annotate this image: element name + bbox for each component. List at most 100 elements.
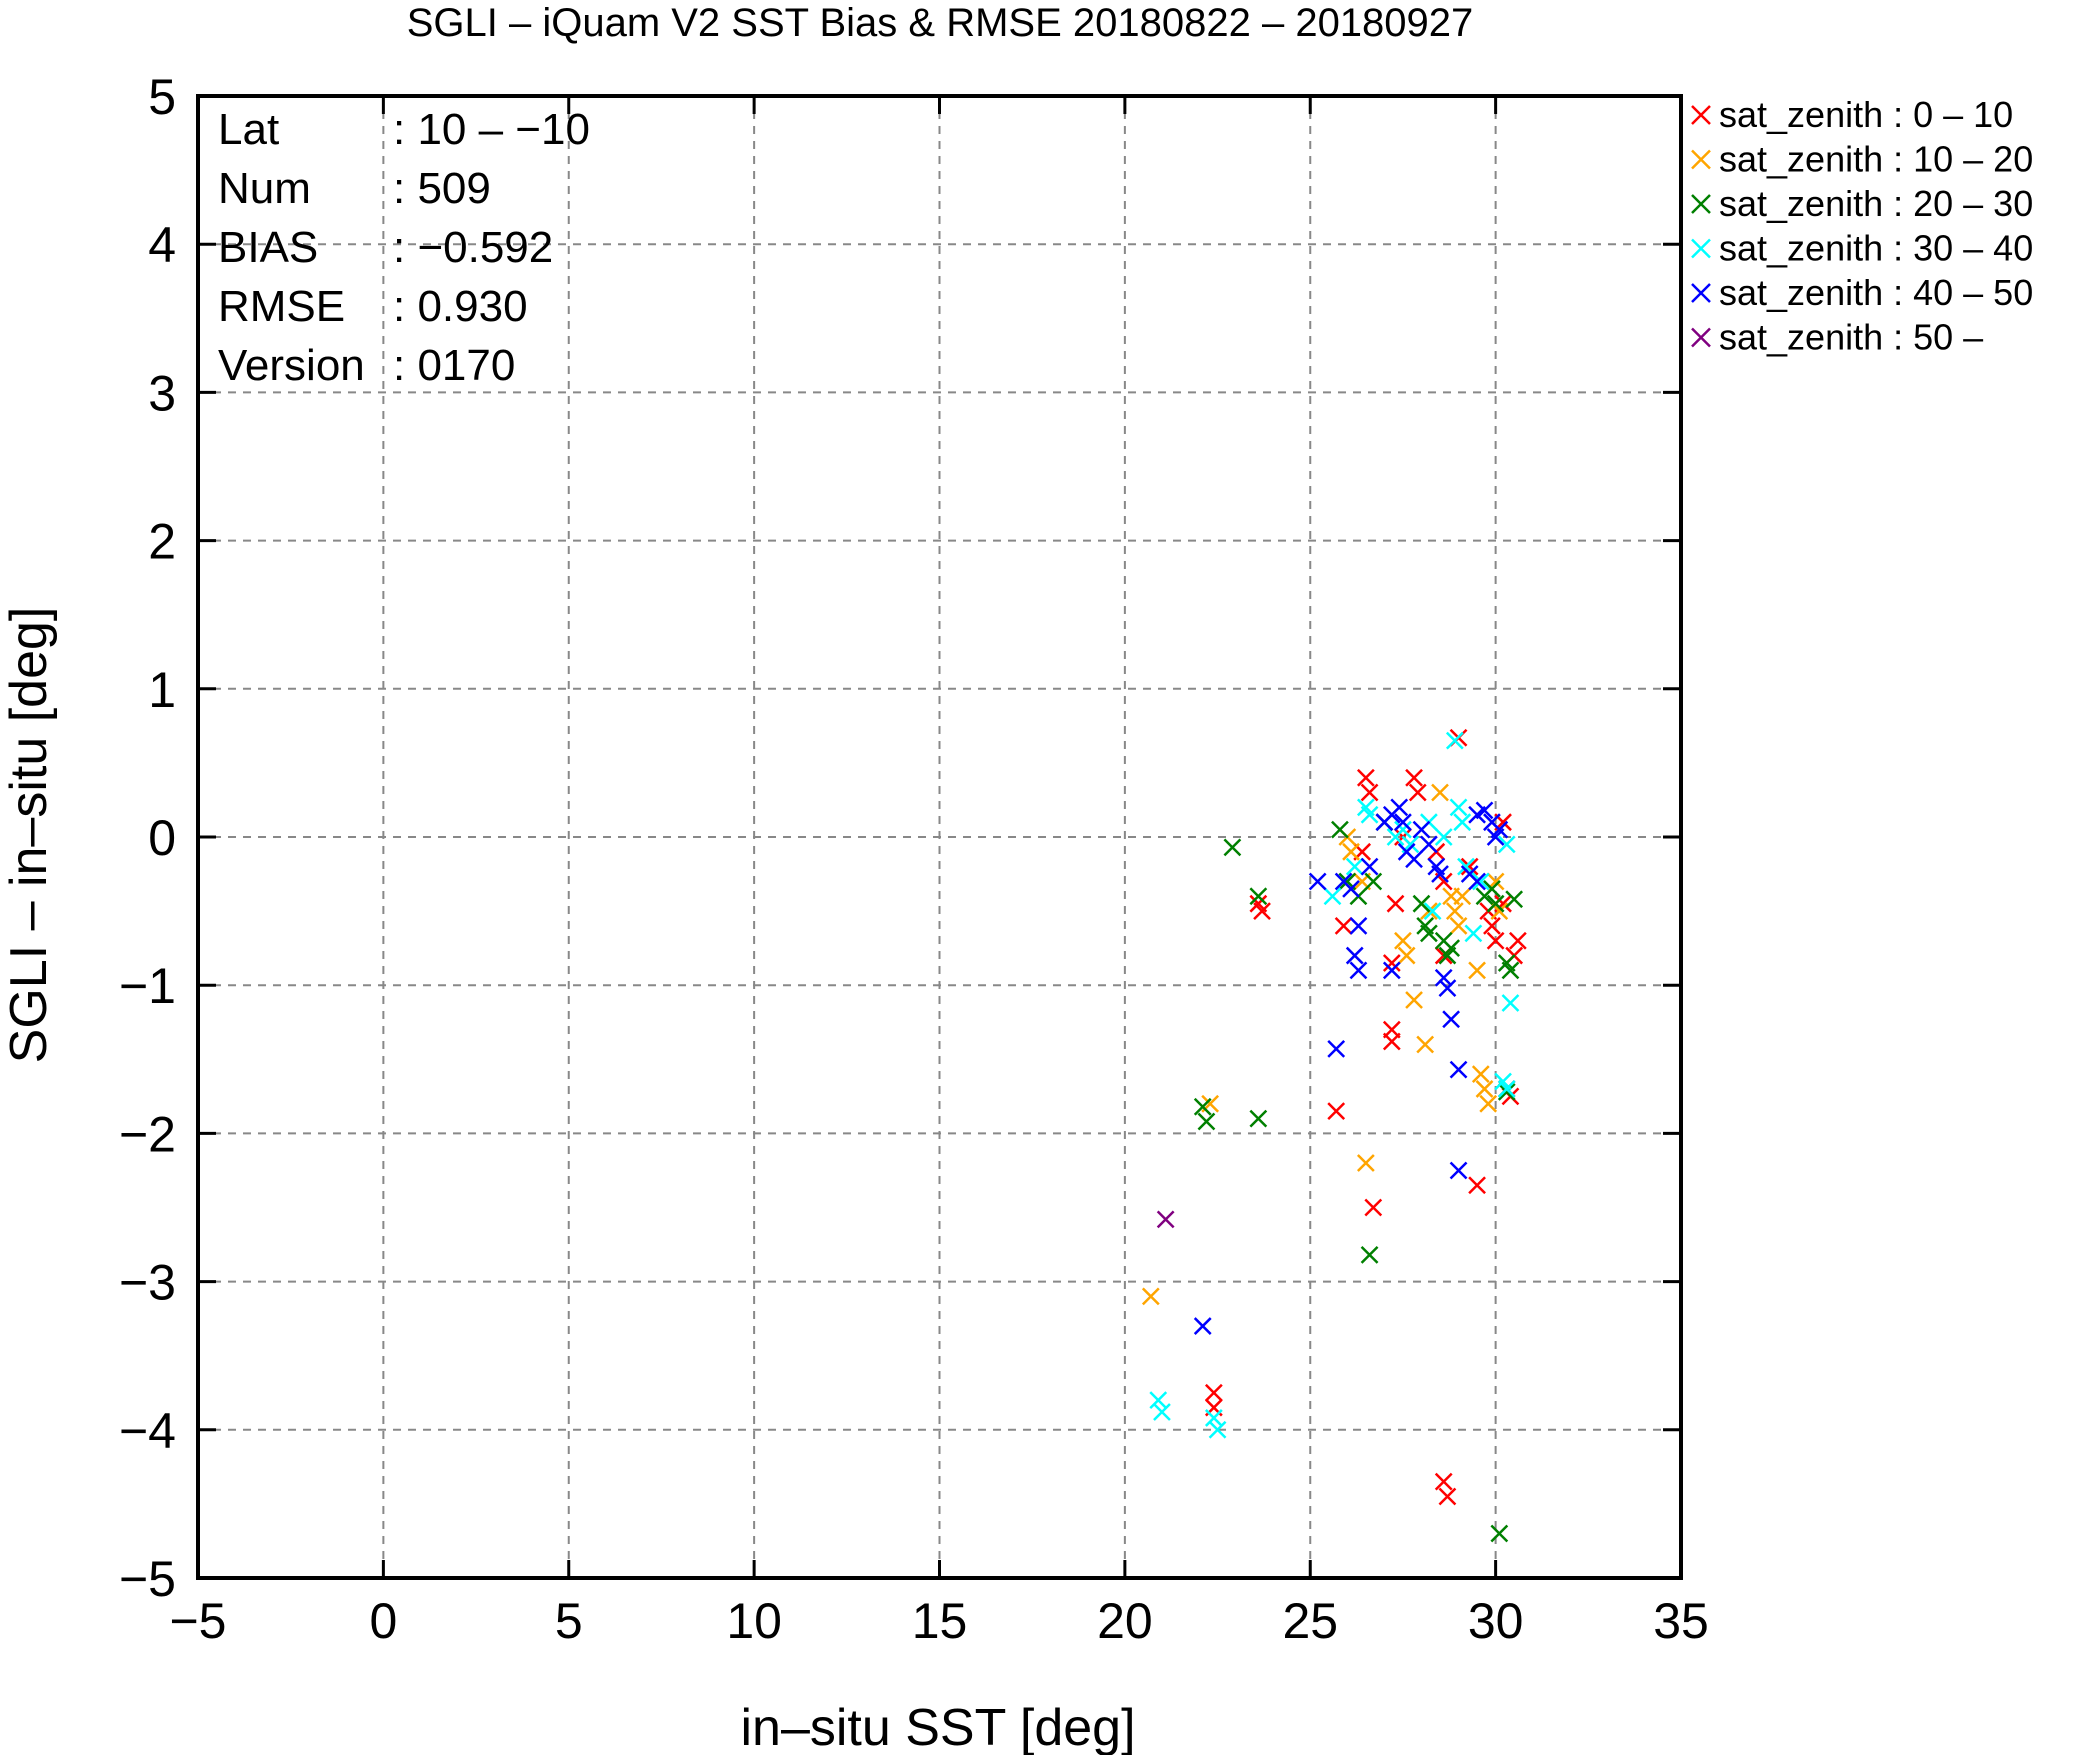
data-point [1405,991,1423,1009]
data-point [1345,946,1364,965]
data-point [1501,994,1520,1012]
y-tick-label: 2 [148,514,176,570]
data-point [1249,1109,1268,1128]
data-point [1445,902,1464,920]
data-point [1327,1102,1346,1121]
data-point [1460,857,1479,876]
stats-label: Num [218,164,311,213]
stats-label: Lat [218,105,279,154]
grid [198,96,1681,1578]
series-3 [1193,813,1524,1543]
stats-box: Lat: 10 – −10 Num: 509 BIAS: −0.592 RMSE: 0… [218,105,590,390]
legend-marker [1691,149,1711,170]
data-point [1223,838,1242,857]
data-point [1505,890,1524,909]
data-point [1334,917,1353,935]
data-point [1342,879,1360,898]
data-point [1486,931,1505,950]
data-point [1449,798,1468,817]
data-point [1434,1472,1453,1491]
legend-label: sat_zenith : 20 – 30 [1719,183,2033,224]
legend-marker [1691,283,1711,303]
stats-value: : 509 [393,164,491,213]
data-point [1323,887,1342,906]
chart-title: SGLI – iQuam V2 SST Bias & RMSE 20180822… [407,1,1474,45]
data-point [1445,731,1464,750]
data-point [1204,1383,1223,1402]
y-tick-label: 5 [148,69,176,125]
data-point [1453,887,1472,906]
stats-label: Version [218,341,365,390]
data-point [1475,801,1494,820]
data-point [1420,835,1438,854]
data-point [1394,813,1412,832]
y-tick-label: −3 [119,1255,176,1311]
data-point [1434,968,1453,987]
y-axis-label: SGLI – in–situ [deg] [0,607,58,1064]
data-point [1342,842,1360,861]
data-point [1249,887,1268,906]
data-point [1308,872,1327,891]
y-tick-label: −2 [119,1106,176,1162]
axis-ticks: −5 0 5 10 15 20 25 30 35 −5 −4 −3 −2 −1 0 1 2 3 4 5 [119,69,1709,1649]
data-point [1156,1210,1175,1229]
data-point [1412,894,1431,913]
stats-value: : 10 – −10 [393,105,590,154]
data-point [1479,1094,1498,1113]
data-point [1253,902,1271,920]
data-point [1408,783,1427,802]
x-tick-label: 5 [555,1593,583,1649]
data-point [1360,1246,1379,1264]
data-point [1475,1080,1494,1098]
data-point [1490,820,1509,839]
data-point [1442,1010,1461,1029]
data-point [1356,768,1375,787]
data-point [1397,946,1416,965]
x-tick-label: −5 [169,1593,226,1649]
x-tick-label: 30 [1468,1593,1524,1649]
data-point [1360,805,1379,824]
data-point [1483,917,1501,935]
y-tick-label: 4 [148,217,176,273]
data-point [1468,872,1486,891]
data-point [1464,924,1483,943]
y-tick-label: −5 [119,1551,176,1607]
series-5 [1193,798,1509,1335]
legend-label: sat_zenith : 0 – 10 [1719,94,2013,135]
data-point [1497,1083,1516,1101]
data-point [1405,768,1423,787]
data-point [1468,961,1486,980]
legend-marker [1691,327,1711,348]
data-point [1405,850,1423,869]
data-point [1412,820,1431,839]
data-point [1431,865,1449,883]
data-point [1434,828,1453,846]
legend-label: sat_zenith : 40 – 50 [1719,272,2033,313]
data-point [1331,820,1349,839]
data-point [1149,1391,1168,1410]
legend-marker [1691,194,1711,214]
data-point [1497,1080,1516,1098]
data-point [1327,1040,1346,1058]
stats-value: : −0.592 [393,223,553,272]
data-point [1471,872,1490,891]
series-2 [1141,783,1509,1306]
stats-label: RMSE [218,282,345,331]
data-point [1486,894,1505,913]
data-point [1394,820,1412,839]
data-point [1197,1112,1216,1131]
series-4 [1149,731,1520,1439]
data-point [1382,1032,1401,1051]
data-point [1449,1060,1468,1079]
legend-label: sat_zenith : 30 – 40 [1719,228,2033,269]
data-point [1345,857,1364,876]
data-point [1394,931,1412,950]
data-point [1141,1287,1160,1306]
x-axis-label: in–situ SST [deg] [740,1699,1135,1755]
data-point [1349,961,1368,980]
data-point [1360,783,1379,802]
data-point [1423,902,1442,920]
legend-marker [1691,105,1711,125]
x-tick-label: 25 [1282,1593,1338,1649]
